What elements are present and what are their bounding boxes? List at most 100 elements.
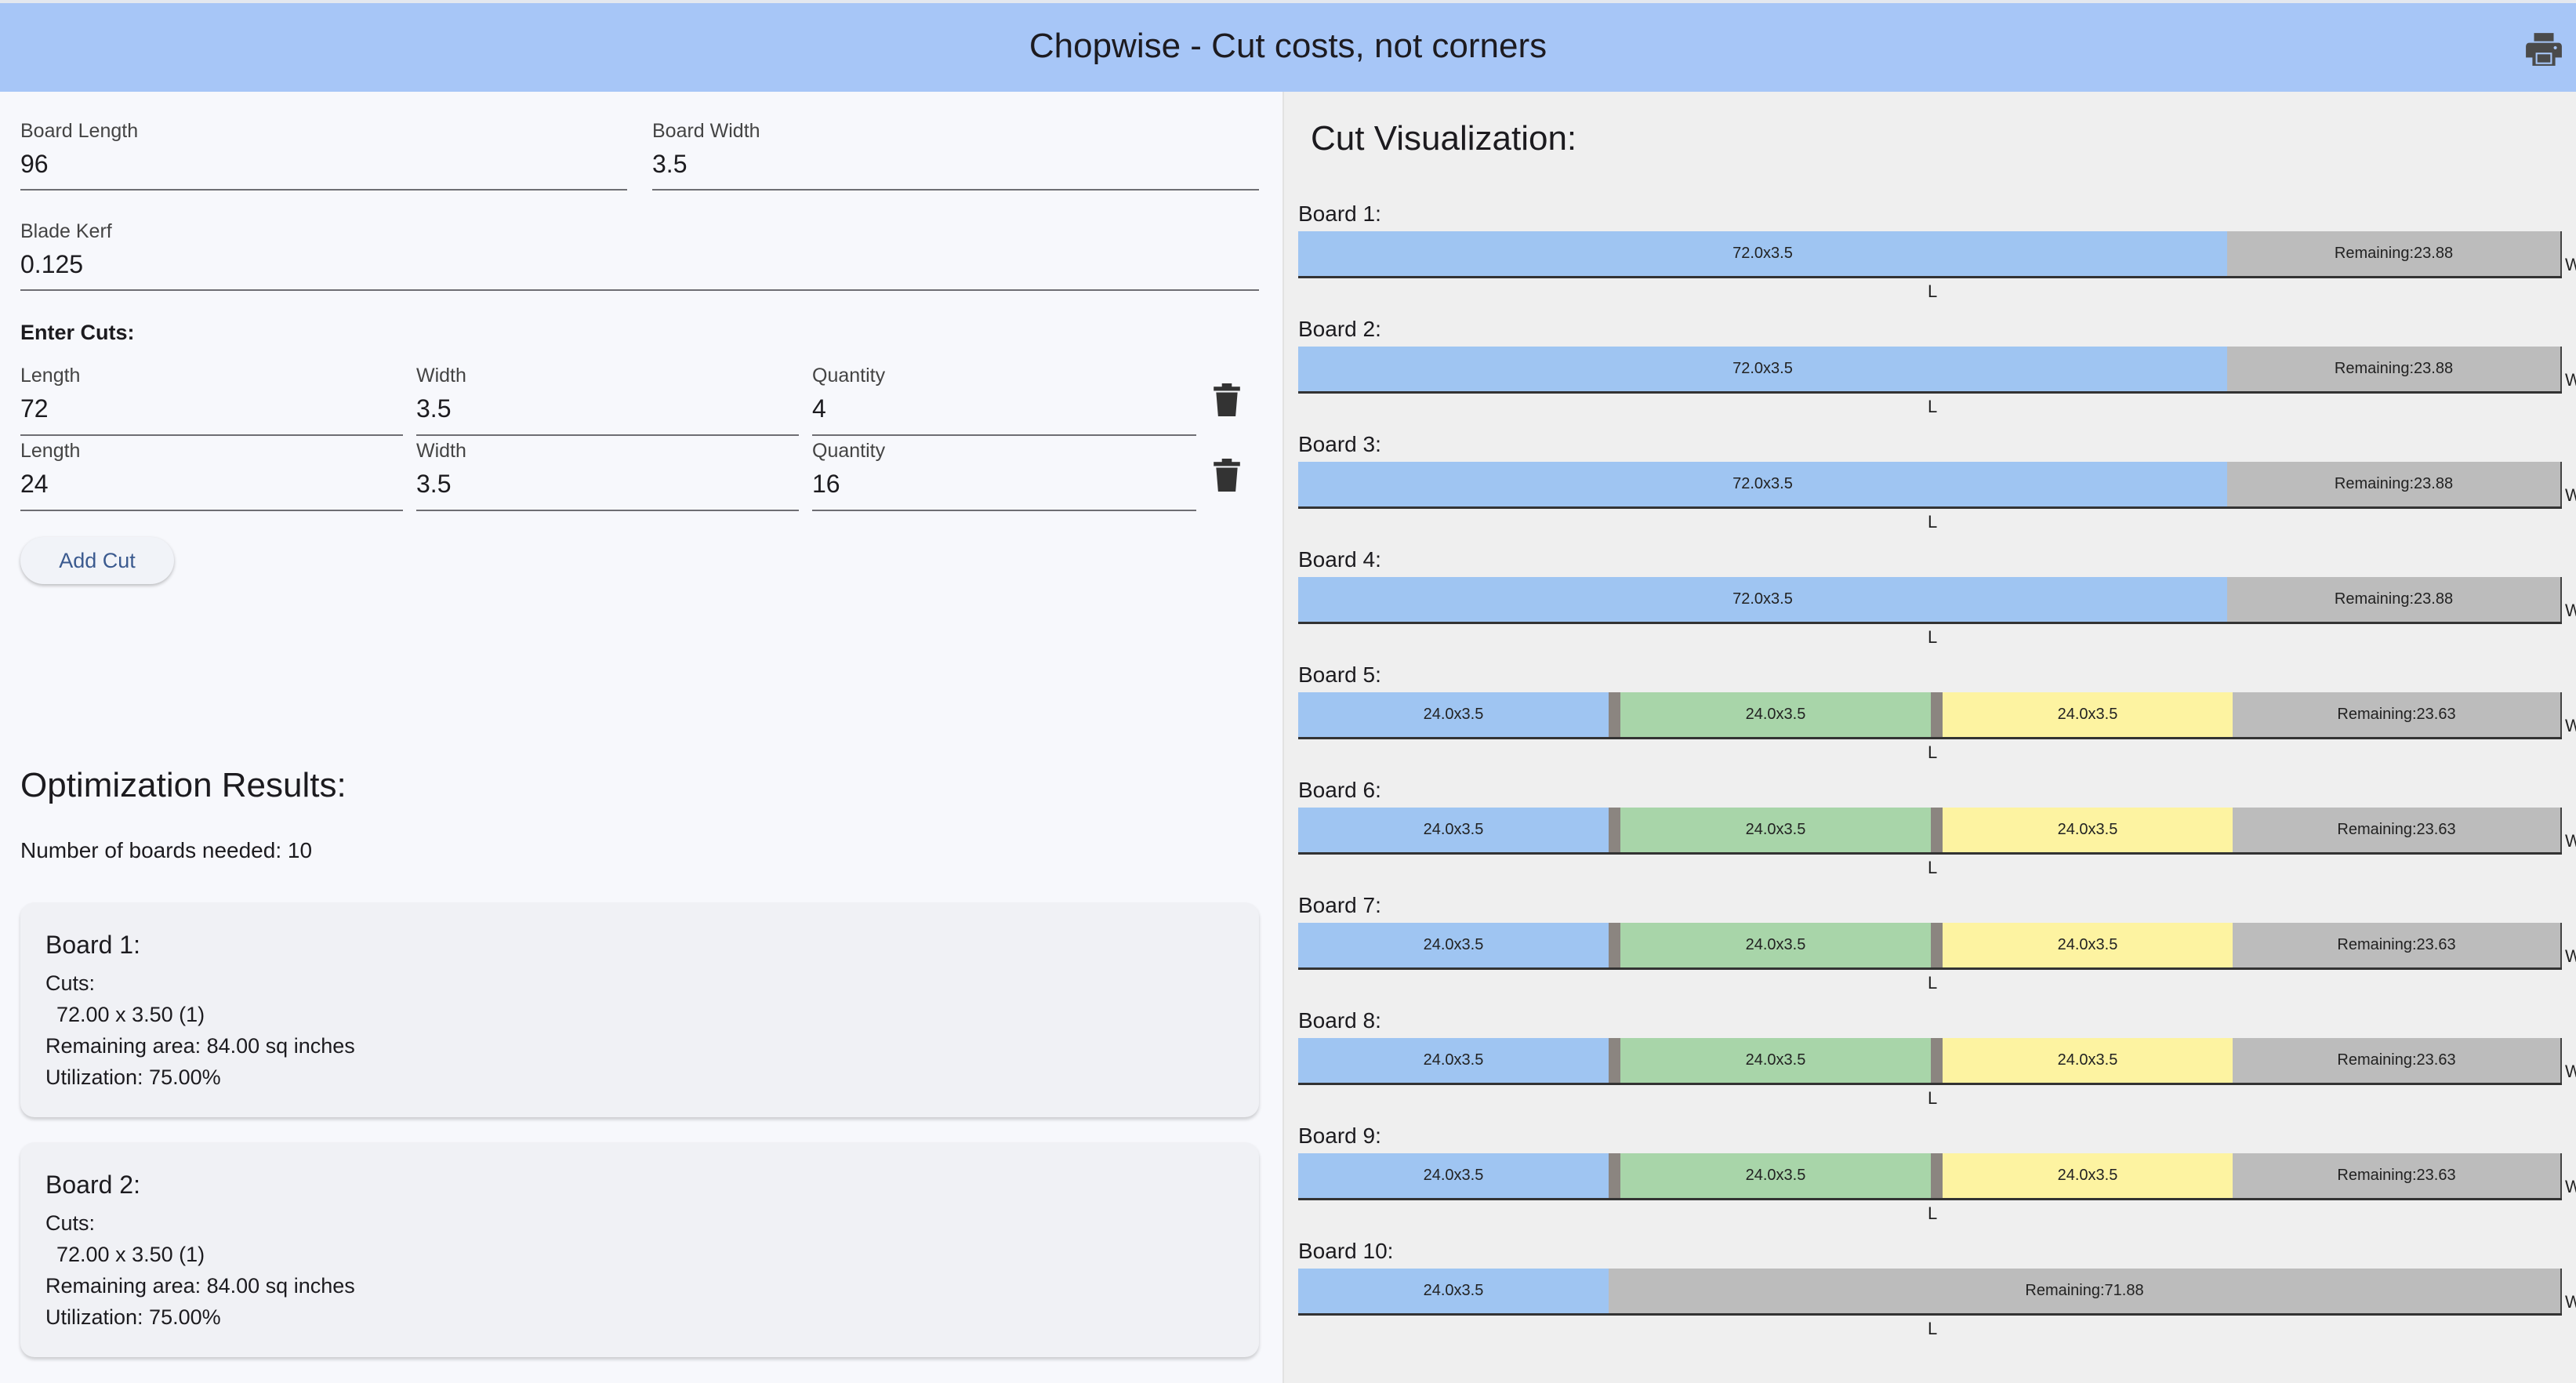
board-visualization-row: Board 1: 72.0x3.5 Remaining: 23.88 W L	[1284, 201, 2576, 317]
board-bar: 72.0x3.5 Remaining: 23.88	[1298, 577, 2562, 624]
cut-quantity-value[interactable]: 16	[812, 470, 840, 498]
add-cut-button[interactable]: Add Cut	[20, 537, 174, 584]
board-bar: 72.0x3.5 Remaining: 23.88	[1298, 462, 2562, 509]
board-visualization-row: Board 6: 24.0x3.5 24.0x3.5 24.0x3.5 Remainin…	[1284, 778, 2576, 893]
board-label: Board 9:	[1298, 1123, 1381, 1148]
board-length-field[interactable]: Board Length 96	[20, 120, 627, 191]
cut-piece: 24.0x3.5	[1298, 923, 1609, 967]
board-bar: 72.0x3.5 Remaining: 23.88	[1298, 347, 2562, 394]
remaining-label: Remaining:	[2337, 1051, 2417, 1069]
delete-cut-icon[interactable]	[1214, 383, 1240, 416]
cut-length-value[interactable]: 24	[20, 470, 49, 498]
cut-piece: 24.0x3.5	[1298, 1269, 1609, 1313]
blade-kerf-value[interactable]: 0.125	[20, 250, 84, 278]
blade-kerf-label: Blade Kerf	[20, 220, 112, 242]
width-axis-label: W	[2565, 485, 2576, 505]
result-card: Board 2: Cuts: 72.00 x 3.50 (1) Remainin…	[20, 1142, 1259, 1357]
blade-kerf-field[interactable]: Blade Kerf 0.125	[20, 220, 1259, 291]
remaining-label: Remaining:	[2334, 475, 2415, 492]
card-title: Board 2:	[45, 1171, 140, 1199]
boards-needed: Number of boards needed: 10	[20, 838, 313, 862]
cut-piece: 72.0x3.5	[1298, 577, 2227, 622]
cut-length-field[interactable]: Length 24	[20, 440, 403, 511]
board-length-value[interactable]: 96	[20, 150, 49, 178]
cut-quantity-value[interactable]: 4	[812, 394, 826, 423]
cut-width-value[interactable]: 3.5	[416, 470, 452, 498]
cut-piece: 24.0x3.5	[1620, 923, 1931, 967]
remaining-value: 23.88	[2414, 590, 2454, 608]
remaining-value: 23.63	[2416, 1167, 2456, 1184]
width-axis-label: W	[2565, 601, 2576, 620]
board-visualization-row: Board 9: 24.0x3.5 24.0x3.5 24.0x3.5 Remainin…	[1284, 1123, 2576, 1239]
remaining-label: Remaining:	[2334, 245, 2415, 262]
board-visualization-row: Board 5: 24.0x3.5 24.0x3.5 24.0x3.5 Remainin…	[1284, 662, 2576, 778]
cut-width-label: Width	[416, 440, 466, 462]
utilization: Utilization: 75.00%	[45, 1305, 221, 1329]
cut-piece: 24.0x3.5	[1298, 692, 1609, 737]
board-bar: 24.0x3.5 24.0x3.5 24.0x3.5 Remaining: 23.63	[1298, 692, 2562, 739]
board-label: Board 2:	[1298, 317, 1381, 341]
board-width-label: Board Width	[652, 120, 760, 142]
kerf-marker	[1609, 1038, 1620, 1083]
app-bar: Chopwise - Cut costs, not corners	[0, 0, 2576, 92]
board-label: Board 3:	[1298, 432, 1381, 456]
remaining-value: 23.88	[2414, 475, 2454, 492]
board-bar: 24.0x3.5 24.0x3.5 24.0x3.5 Remaining: 23.63	[1298, 1153, 2562, 1200]
result-card: Board 1: Cuts: 72.00 x 3.50 (1) Remainin…	[20, 902, 1259, 1117]
width-axis-label: W	[2565, 370, 2576, 390]
remaining-piece: Remaining: 23.88	[2227, 347, 2562, 391]
cut-piece: 24.0x3.5	[1620, 692, 1931, 737]
remaining-value: 23.88	[2414, 245, 2454, 262]
length-axis-label: L	[1928, 281, 1938, 301]
cut-quantity-field[interactable]: Quantity 4	[812, 365, 1196, 436]
remaining-piece: Remaining: 23.63	[2233, 1038, 2562, 1083]
board-label: Board 10:	[1298, 1239, 1394, 1263]
cut-piece: 72.0x3.5	[1298, 347, 2227, 391]
remaining-piece: Remaining: 71.88	[1609, 1269, 2562, 1313]
remaining-piece: Remaining: 23.88	[2227, 231, 2562, 276]
cut-piece: 24.0x3.5	[1620, 1038, 1931, 1083]
visualization-title: Cut Visualization:	[1311, 119, 1577, 158]
remaining-label: Remaining:	[2337, 1167, 2417, 1184]
board-label: Board 8:	[1298, 1008, 1381, 1033]
remaining-label: Remaining:	[2334, 590, 2415, 608]
board-label: Board 4:	[1298, 547, 1381, 572]
board-visualization-row: Board 8: 24.0x3.5 24.0x3.5 24.0x3.5 Remainin…	[1284, 1008, 2576, 1123]
width-axis-label: W	[2565, 1177, 2576, 1196]
board-length-label: Board Length	[20, 120, 139, 142]
board-width-value[interactable]: 3.5	[652, 150, 688, 178]
board-label: Board 7:	[1298, 893, 1381, 917]
cut-piece: 24.0x3.5	[1620, 1153, 1931, 1198]
delete-cut-icon[interactable]	[1214, 459, 1240, 492]
cut-length-label: Length	[20, 365, 81, 387]
cut-entry: 72.00 x 3.50 (1)	[56, 1003, 205, 1026]
cut-width-field[interactable]: Width 3.5	[416, 365, 799, 436]
length-axis-label: L	[1928, 397, 1938, 416]
cut-quantity-label: Quantity	[812, 440, 886, 462]
kerf-marker	[1609, 808, 1620, 852]
board-bar: 72.0x3.5 Remaining: 23.88	[1298, 231, 2562, 278]
cut-width-field[interactable]: Width 3.5	[416, 440, 799, 511]
cut-length-value[interactable]: 72	[20, 394, 49, 423]
kerf-marker	[1931, 1038, 1943, 1083]
board-width-field[interactable]: Board Width 3.5	[652, 120, 1259, 191]
kerf-marker	[1931, 808, 1943, 852]
board-bar: 24.0x3.5 24.0x3.5 24.0x3.5 Remaining: 23.63	[1298, 808, 2562, 855]
kerf-marker	[1609, 1153, 1620, 1198]
print-icon[interactable]	[2524, 31, 2563, 67]
width-axis-label: W	[2565, 255, 2576, 274]
cut-length-field[interactable]: Length 72	[20, 365, 403, 436]
board-label: Board 6:	[1298, 778, 1381, 802]
input-panel: Board Length 96 Board Width 3.5 Blade Ke…	[0, 92, 1283, 1383]
board-visualization-row: Board 2: 72.0x3.5 Remaining: 23.88 W L	[1284, 317, 2576, 432]
length-axis-label: L	[1928, 1319, 1938, 1338]
width-axis-label: W	[2565, 1292, 2576, 1312]
length-axis-label: L	[1928, 742, 1938, 762]
cut-width-value[interactable]: 3.5	[416, 394, 452, 423]
board-visualization-row: Board 3: 72.0x3.5 Remaining: 23.88 W L	[1284, 432, 2576, 547]
cuts-label: Cuts:	[45, 1211, 96, 1235]
cut-quantity-field[interactable]: Quantity 16	[812, 440, 1196, 511]
remaining-piece: Remaining: 23.88	[2227, 577, 2562, 622]
board-label: Board 1:	[1298, 201, 1381, 226]
remaining-value: 23.63	[2416, 706, 2456, 723]
